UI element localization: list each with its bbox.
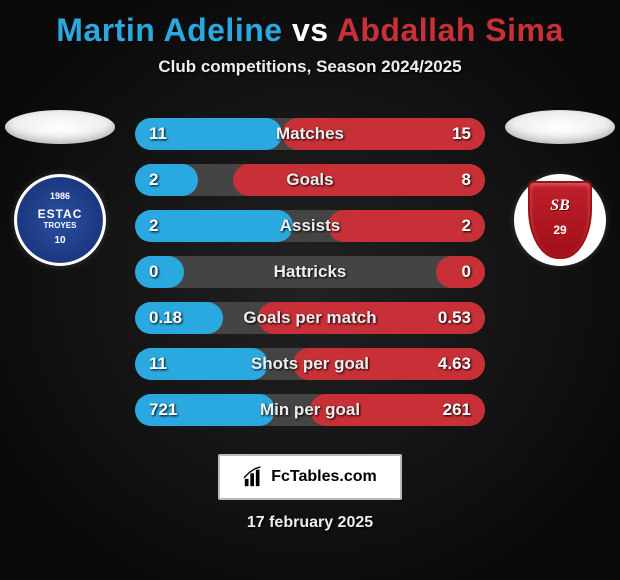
brand-text: FcTables.com <box>271 468 377 486</box>
stat-row: 2Goals8 <box>135 164 485 196</box>
stat-value-right: 15 <box>405 124 485 144</box>
subtitle: Club competitions, Season 2024/2025 <box>0 57 620 77</box>
comparison-infographic: Martin Adeline vs Abdallah Sima Club com… <box>0 0 620 580</box>
club-left-year: 1986 <box>17 191 103 201</box>
stat-row: 0Hattricks0 <box>135 256 485 288</box>
stat-row: 2Assists2 <box>135 210 485 242</box>
title-vs: vs <box>292 12 329 48</box>
right-column: SB 29 <box>500 110 620 430</box>
stat-row: 721Min per goal261 <box>135 394 485 426</box>
page-title: Martin Adeline vs Abdallah Sima <box>0 0 620 49</box>
club-logo-left: 1986 ESTAC TROYES 10 <box>14 174 106 266</box>
footer-date: 17 february 2025 <box>0 514 620 532</box>
club-logo-right: SB 29 <box>514 174 606 266</box>
bar-chart-icon <box>243 466 265 488</box>
stat-value-right: 4.63 <box>405 354 485 374</box>
stat-value-right: 0 <box>405 262 485 282</box>
brest-shield-icon: SB 29 <box>528 181 592 259</box>
stat-row: 11Matches15 <box>135 118 485 150</box>
stat-value-right: 0.53 <box>405 308 485 328</box>
club-right-num: 29 <box>530 223 590 237</box>
player1-name: Martin Adeline <box>56 12 282 48</box>
player1-avatar-placeholder <box>5 110 115 144</box>
stat-value-right: 8 <box>405 170 485 190</box>
club-left-num: 10 <box>17 235 103 246</box>
club-left-sub: TROYES <box>17 221 103 230</box>
stat-row: 0.18Goals per match0.53 <box>135 302 485 334</box>
player2-avatar-placeholder <box>505 110 615 144</box>
player2-name: Abdallah Sima <box>337 12 564 48</box>
stat-value-right: 2 <box>405 216 485 236</box>
left-column: 1986 ESTAC TROYES 10 <box>0 110 120 430</box>
club-right-initials: SB <box>530 197 590 215</box>
brand-badge: FcTables.com <box>218 454 402 500</box>
stat-value-right: 261 <box>405 400 485 420</box>
stat-row: 11Shots per goal4.63 <box>135 348 485 380</box>
stats-panel: 11Matches15 2Goals8 2Assists2 0Hattricks0 0.… <box>135 118 485 426</box>
club-left-name: ESTAC <box>17 207 103 221</box>
